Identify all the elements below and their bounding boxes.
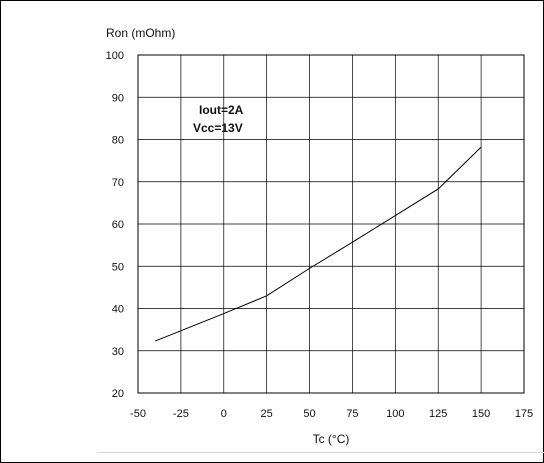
annotation-iout: Iout=2A: [199, 103, 244, 117]
plot-border: [137, 54, 525, 394]
y-tick-label: 40: [112, 304, 124, 316]
y-tick-label: 90: [112, 92, 124, 104]
x-tick-label: 50: [303, 408, 315, 420]
grid: [137, 54, 525, 394]
x-tick-label: 25: [261, 408, 273, 420]
y-tick-label: 30: [112, 346, 124, 358]
series-line: [154, 146, 482, 342]
x-tick-label: -25: [173, 408, 189, 420]
x-tick-label: 125: [429, 408, 447, 420]
x-tick-label: 150: [472, 408, 490, 420]
tick-labels: -50 -25 0 25 50 75 100 125 150 175 20 30 40 50 60 70 80 9…: [106, 50, 534, 420]
x-axis-title: Tc (°C): [313, 432, 350, 446]
y-tick-label: 50: [112, 261, 124, 273]
annotation-vcc: Vcc=13V: [193, 121, 243, 135]
x-tick-label: 175: [515, 408, 533, 420]
y-axis-title: Ron (mOhm): [106, 26, 175, 40]
x-tick-label: 0: [221, 408, 227, 420]
x-tick-label: 75: [346, 408, 358, 420]
y-tick-label: 80: [112, 135, 124, 147]
series-layer: [154, 146, 482, 342]
y-tick-label: 70: [112, 177, 124, 189]
y-tick-label: 100: [106, 50, 124, 62]
x-tick-label: -50: [130, 408, 146, 420]
y-tick-label: 20: [112, 388, 124, 400]
y-tick-label: 60: [112, 219, 124, 231]
x-tick-label: 100: [386, 408, 404, 420]
